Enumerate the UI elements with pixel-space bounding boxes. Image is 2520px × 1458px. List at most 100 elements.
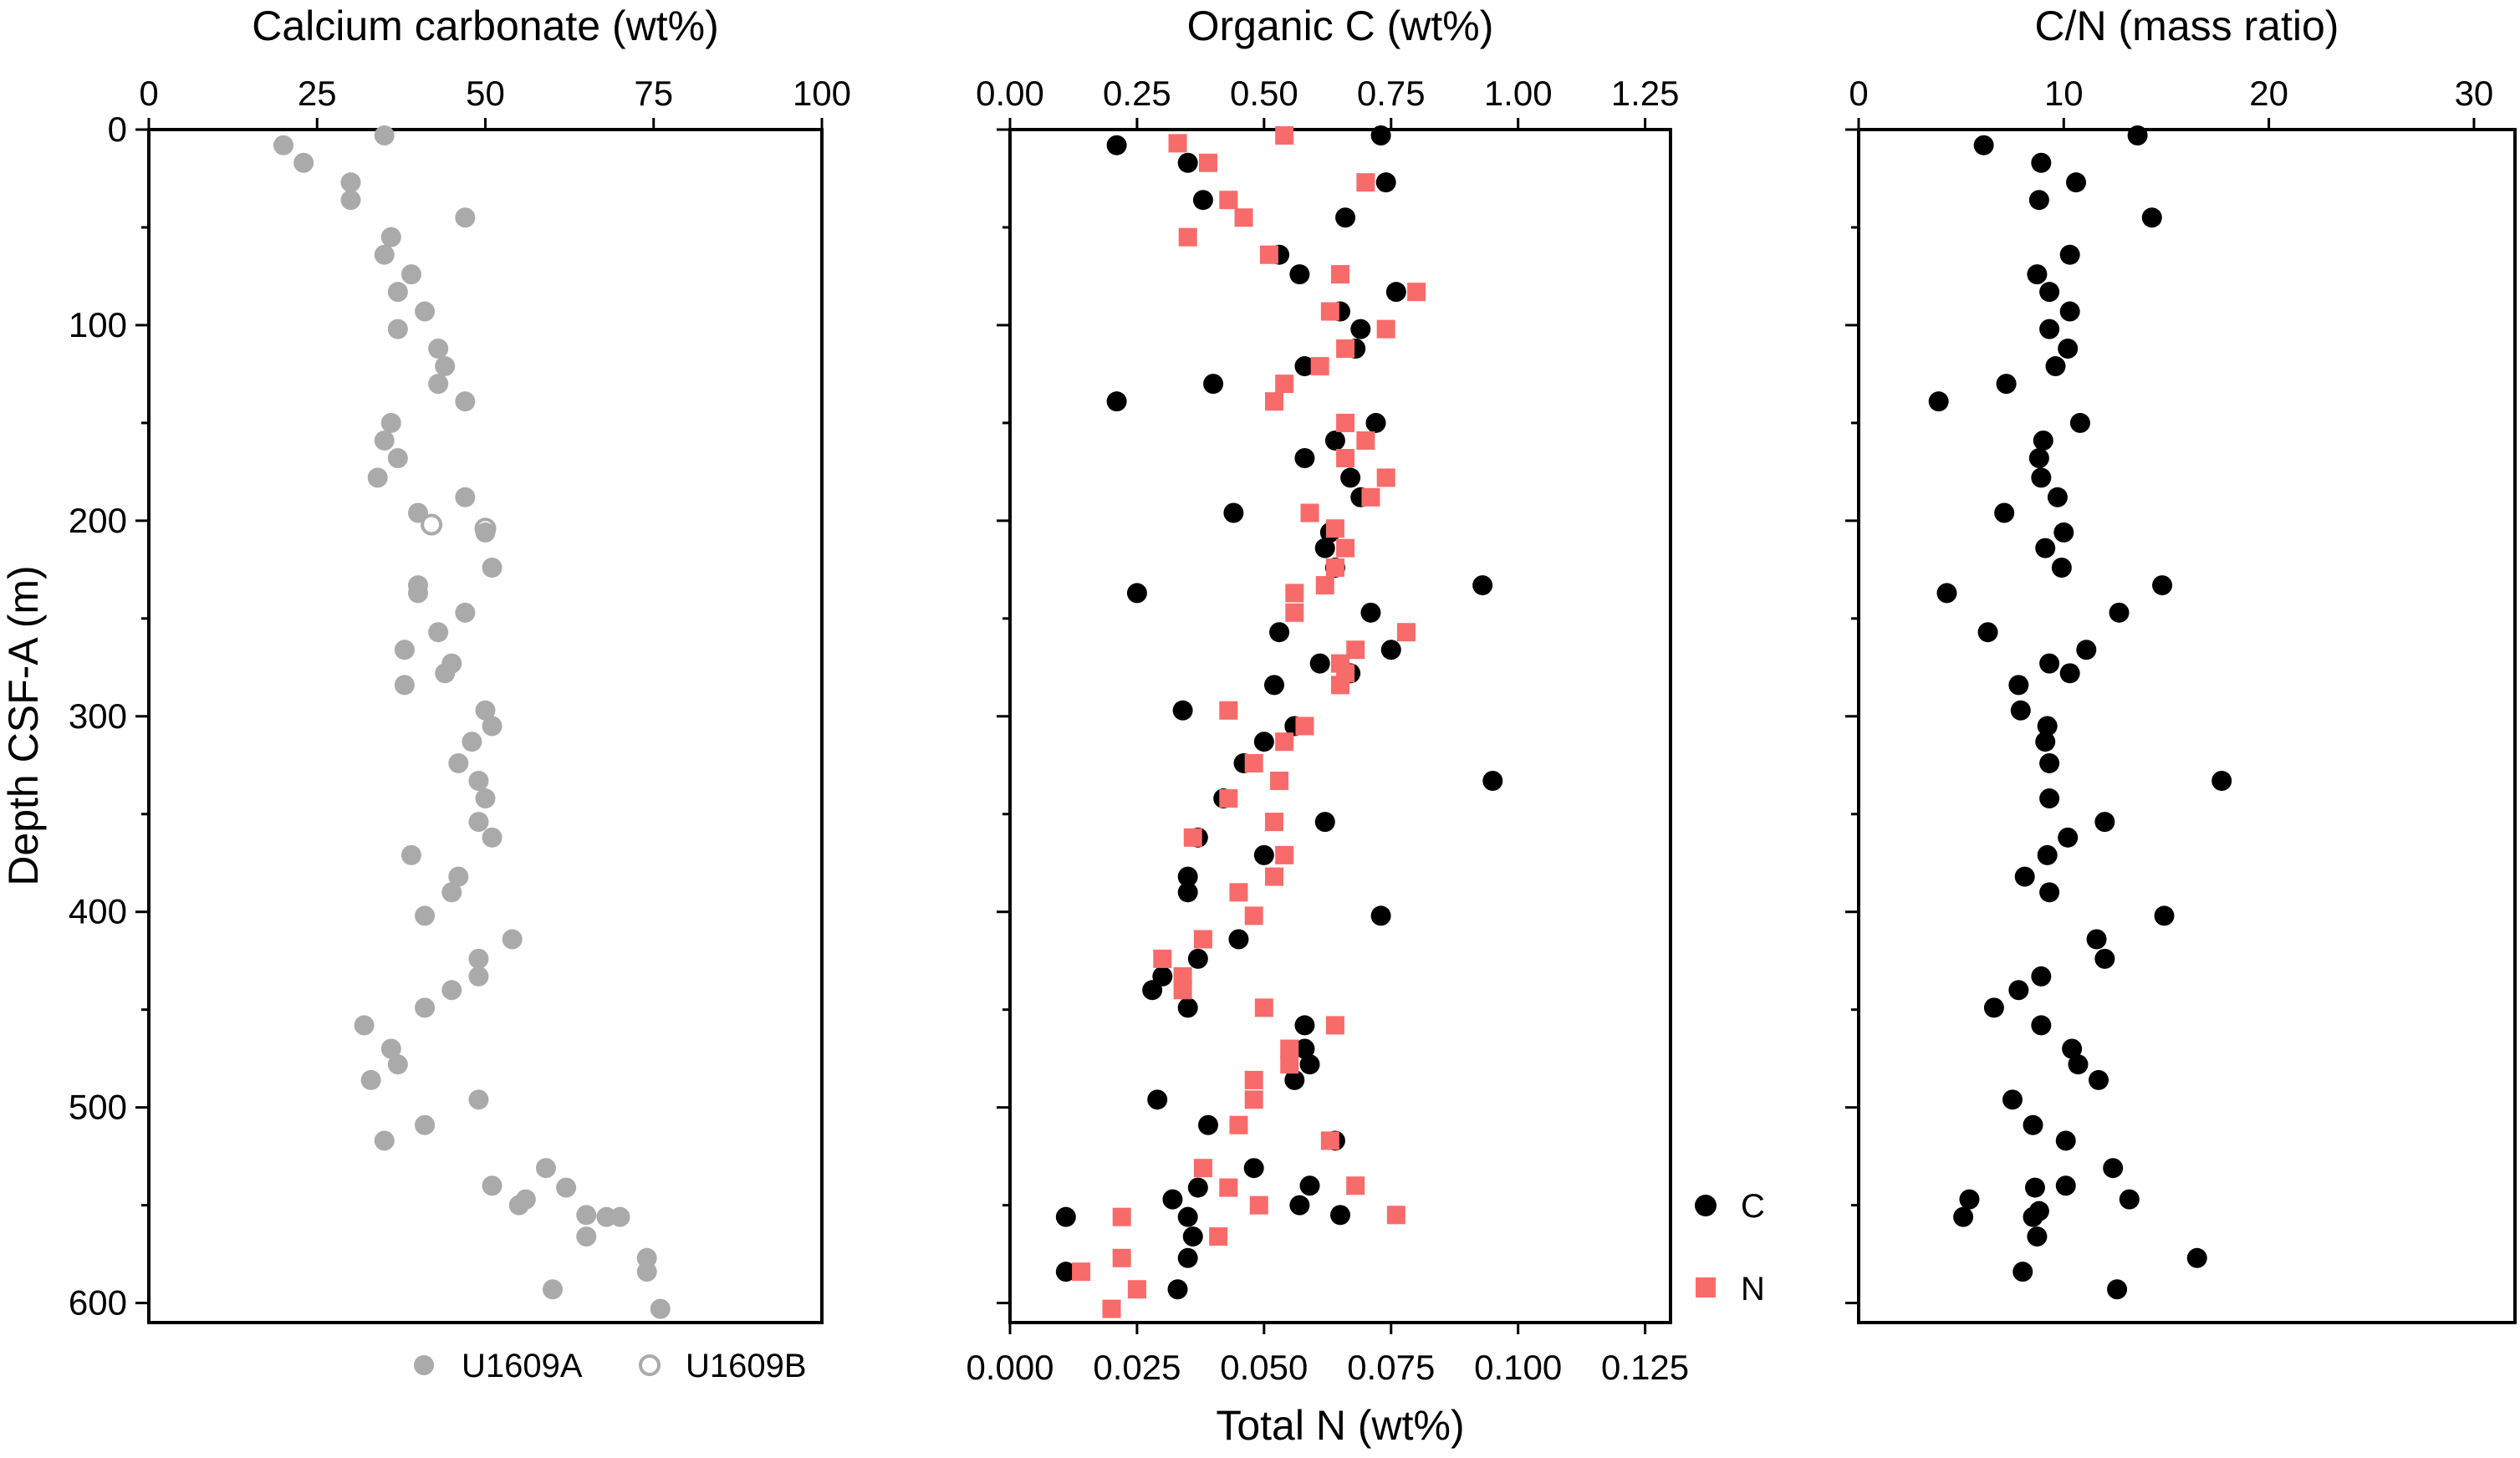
- y-axis-title: Depth CSF-A (m): [0, 565, 47, 885]
- point-u1609a: [380, 412, 401, 433]
- point-c: [1177, 866, 1198, 887]
- x-tick-label-bottom: 0.100: [1474, 1348, 1562, 1387]
- point-c-n: [1983, 997, 2004, 1018]
- point-c-n: [2141, 207, 2162, 228]
- x-tick-label-top: 100: [793, 74, 851, 113]
- point-u1609a: [380, 1038, 401, 1059]
- point-c-n: [2051, 558, 2072, 579]
- point-c: [1055, 1262, 1076, 1282]
- point-c-n: [1959, 1189, 1980, 1210]
- point-n: [1320, 1131, 1339, 1150]
- point-n: [1229, 1115, 1248, 1134]
- point-c: [1380, 640, 1401, 660]
- point-u1609a: [387, 448, 408, 469]
- point-n: [1331, 675, 1349, 695]
- y-tick-label: 600: [69, 1283, 127, 1323]
- point-n: [1386, 1206, 1405, 1225]
- point-c: [1152, 966, 1173, 986]
- point-c: [1350, 319, 1371, 339]
- point-n: [1285, 603, 1304, 622]
- point-c: [1360, 602, 1381, 623]
- point-n: [1249, 1195, 1268, 1215]
- point-u1609a: [435, 356, 456, 377]
- point-c: [1385, 282, 1406, 303]
- point-c-n: [2154, 905, 2175, 926]
- point-n: [1183, 828, 1202, 847]
- point-c-n: [2094, 948, 2115, 969]
- panel-title: C/N (mass ratio): [2035, 3, 2339, 49]
- point-u1609a: [354, 1015, 375, 1036]
- point-u1609b: [474, 517, 497, 540]
- point-u1609a: [610, 1206, 630, 1227]
- panel-title: Organic C (wt%): [1187, 3, 1494, 49]
- point-u1609a: [448, 866, 469, 887]
- point-n: [1173, 981, 1192, 1000]
- point-u1609a: [415, 301, 436, 322]
- point-c: [1370, 905, 1391, 926]
- point-c: [1162, 1189, 1183, 1210]
- point-c-n: [2127, 125, 2148, 146]
- point-n: [1346, 1176, 1365, 1195]
- point-c-n: [2028, 448, 2049, 469]
- point-c: [1289, 1195, 1310, 1216]
- point-n: [1336, 339, 1355, 359]
- point-c-n: [2076, 640, 2097, 660]
- point-n: [1336, 413, 1355, 432]
- point-c: [1192, 190, 1213, 211]
- point-c: [1177, 1247, 1198, 1268]
- point-n: [1265, 813, 1283, 832]
- point-u1609a: [374, 125, 395, 146]
- point-n: [1244, 753, 1263, 772]
- point-u1609a: [535, 1158, 556, 1179]
- point-n: [1193, 1159, 1212, 1178]
- point-c-n: [2119, 1189, 2140, 1210]
- x-tick-label-top: 0.25: [1103, 74, 1171, 113]
- point-c-n: [2103, 1158, 2124, 1179]
- point-u1609a: [636, 1262, 657, 1282]
- point-c-n: [2045, 356, 2066, 377]
- point-c-n: [2068, 1054, 2089, 1075]
- y-tick-label: 500: [69, 1088, 127, 1127]
- legend-marker-c: [1695, 1195, 1717, 1216]
- point-n: [1376, 468, 1395, 487]
- point-n: [1275, 845, 1294, 864]
- point-n: [1336, 449, 1355, 468]
- point-u1609a: [502, 929, 523, 950]
- point-c: [1294, 448, 1315, 469]
- point-c: [1335, 207, 1356, 228]
- point-c-n: [2055, 1130, 2076, 1151]
- point-u1609a: [428, 374, 449, 395]
- point-c-n: [2014, 866, 2035, 887]
- point-u1609a: [428, 339, 449, 359]
- point-n: [1219, 789, 1238, 808]
- point-n: [1234, 208, 1253, 227]
- point-c-n: [2039, 752, 2060, 773]
- point-n: [1331, 265, 1349, 284]
- point-n: [1325, 558, 1344, 578]
- point-n: [1310, 357, 1329, 376]
- point-u1609a: [293, 152, 314, 173]
- point-c-n: [2186, 1247, 2207, 1268]
- point-u1609a: [415, 1114, 436, 1135]
- point-u1609a: [468, 1089, 489, 1110]
- point-c: [1223, 502, 1244, 523]
- point-c-n: [2059, 301, 2080, 322]
- x-tick-label-bottom: 0.125: [1601, 1348, 1689, 1387]
- point-n: [1325, 519, 1344, 538]
- point-c-n: [2028, 190, 2049, 211]
- point-u1609a: [482, 558, 502, 579]
- point-u1609a: [394, 640, 415, 660]
- point-c-n: [2002, 1089, 2023, 1110]
- point-n: [1219, 701, 1238, 720]
- point-u1609a: [435, 663, 456, 684]
- point-n: [1270, 772, 1289, 791]
- point-c: [1289, 264, 1310, 285]
- x-tick-label-bottom: 0.075: [1347, 1348, 1435, 1387]
- plot-frame: [1008, 128, 1672, 1324]
- point-n: [1265, 392, 1283, 411]
- point-c-n: [2152, 575, 2173, 596]
- point-u1609a: [367, 467, 388, 488]
- point-c-n: [1973, 135, 1994, 155]
- point-c: [1294, 356, 1315, 377]
